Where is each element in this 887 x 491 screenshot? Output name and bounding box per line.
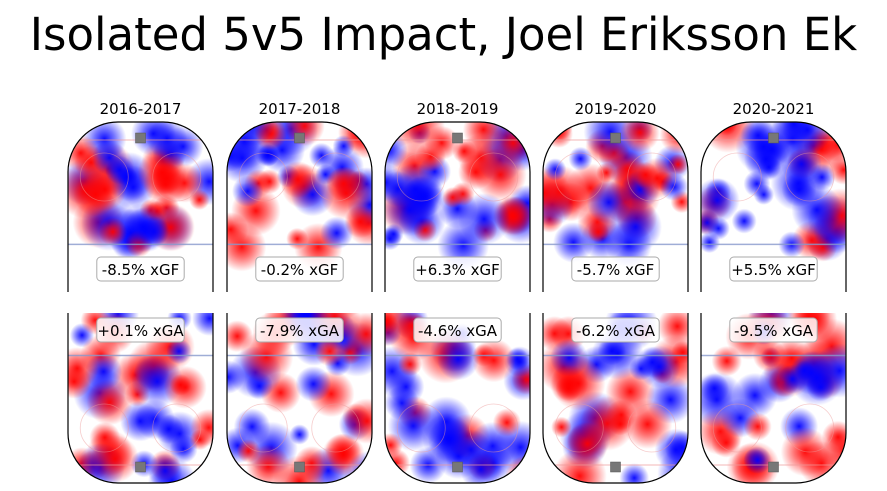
goal-net xyxy=(135,132,146,144)
xgf-value-label: -0.2% xGF xyxy=(261,261,338,279)
offense-heatmap-0 xyxy=(68,122,213,292)
defense-heatmap-0 xyxy=(68,313,213,483)
xga-value-label: -9.5% xGA xyxy=(734,322,814,340)
rink-outline xyxy=(542,121,689,292)
goal-net xyxy=(452,461,463,473)
xgf-value-label: +6.3% xGF xyxy=(415,261,500,279)
rink-outline xyxy=(226,313,373,484)
xga-value-label: -7.9% xGA xyxy=(260,322,340,340)
goal-net xyxy=(294,461,305,473)
season-label: 2018-2019 xyxy=(417,100,499,118)
rink-outline xyxy=(67,313,214,484)
goal-net xyxy=(135,461,146,473)
value-label-box xyxy=(96,317,185,343)
offense-heatmap-4 xyxy=(701,122,846,292)
goal-net xyxy=(294,132,305,144)
goal-net xyxy=(768,461,779,473)
season-label: 2020-2021 xyxy=(733,100,815,118)
rink-outline xyxy=(384,121,531,292)
xga-value-label: -6.2% xGA xyxy=(576,322,656,340)
rink-outline xyxy=(226,121,373,292)
goal-net xyxy=(610,461,621,473)
rink-outline xyxy=(542,313,689,484)
rink-outline xyxy=(700,121,847,292)
xgf-value-label: -8.5% xGF xyxy=(102,261,179,279)
goal-net xyxy=(610,132,621,144)
rink-outline xyxy=(384,313,531,484)
value-label-box xyxy=(729,317,818,343)
value-label-box xyxy=(255,317,344,343)
xgf-value-label: -5.7% xGF xyxy=(577,261,654,279)
season-label: 2016-2017 xyxy=(100,100,182,118)
offense-heatmap-2 xyxy=(385,122,530,292)
value-label-box xyxy=(571,317,660,343)
rink-outline xyxy=(700,313,847,484)
goal-net xyxy=(768,132,779,144)
season-label: 2017-2018 xyxy=(259,100,341,118)
value-label-box xyxy=(96,256,185,282)
value-label-box xyxy=(571,256,660,282)
value-label-box xyxy=(413,256,502,282)
value-label-box xyxy=(255,256,344,282)
chart-title: Isolated 5v5 Impact, Joel Eriksson Ek xyxy=(29,8,858,61)
xga-value-label: +0.1% xGA xyxy=(97,322,184,340)
xga-value-label: -4.6% xGA xyxy=(418,322,498,340)
value-label-box xyxy=(413,317,502,343)
goal-net xyxy=(452,132,463,144)
rink-outline xyxy=(67,121,214,292)
season-label: 2019-2020 xyxy=(575,100,657,118)
value-label-box xyxy=(729,256,818,282)
xgf-value-label: +5.5% xGF xyxy=(731,261,816,279)
